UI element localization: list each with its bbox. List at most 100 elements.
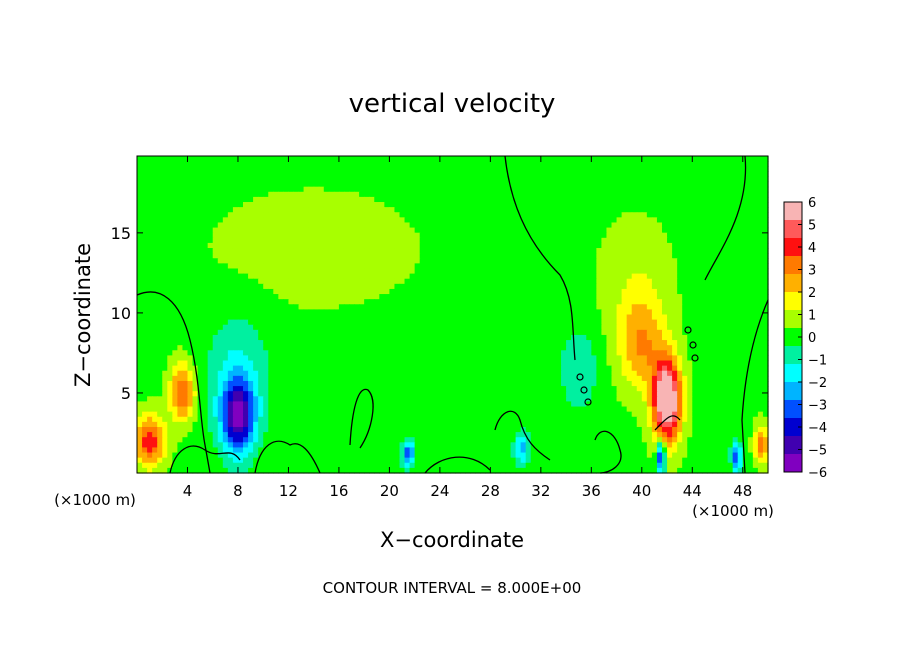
field-cell [535, 217, 542, 224]
field-cell [142, 161, 148, 167]
field-cell [455, 253, 461, 259]
field-cell [500, 334, 507, 341]
field-cell [455, 334, 461, 341]
field-cell [737, 278, 744, 285]
field-cell [732, 324, 739, 331]
field-cell [177, 217, 184, 224]
field-cell [268, 248, 274, 254]
field-cell [419, 176, 426, 183]
field-cell [455, 202, 461, 208]
field-cell [747, 176, 754, 183]
field-cell [672, 202, 678, 208]
field-cell [757, 304, 764, 310]
field-cell [424, 166, 431, 172]
field-cell [692, 161, 698, 167]
field-cell [566, 263, 572, 270]
field-cell [449, 156, 456, 162]
field-cell [732, 191, 739, 198]
field-cell [611, 278, 618, 285]
field-cell [540, 294, 547, 300]
field-cell [520, 263, 527, 270]
field-cell [576, 314, 582, 321]
field-cell [682, 212, 688, 218]
field-cell [288, 212, 295, 218]
field-cell [404, 166, 411, 172]
field-cell [475, 273, 481, 280]
field-cell [697, 324, 703, 331]
field-cell [656, 237, 663, 244]
field-cell [434, 278, 441, 285]
field-cell [470, 345, 476, 351]
field-cell [243, 263, 249, 270]
field-cell [712, 176, 719, 183]
field-cell [661, 334, 668, 341]
field-cell [742, 207, 749, 213]
field-cell [515, 329, 522, 336]
field-cell [616, 263, 623, 270]
field-cell [384, 355, 390, 362]
field-cell [394, 345, 401, 351]
field-cell [419, 278, 426, 285]
field-cell [480, 207, 486, 213]
field-cell [540, 258, 547, 264]
field-cell [586, 319, 592, 326]
field-cell [586, 314, 592, 321]
field-cell [667, 171, 673, 178]
field-cell [682, 355, 688, 362]
field-cell [752, 196, 759, 203]
field-cell [717, 232, 724, 239]
field-cell [152, 299, 158, 305]
field-cell [449, 186, 456, 193]
field-cell [661, 248, 668, 254]
field-cell [177, 202, 184, 208]
field-cell [207, 268, 214, 275]
field-cell [192, 156, 199, 162]
field-cell [192, 345, 199, 351]
field-cell [545, 288, 552, 295]
field-cell [495, 273, 502, 280]
field-cell [328, 278, 335, 285]
field-cell [303, 283, 310, 290]
field-cell [278, 166, 284, 172]
field-cell [248, 329, 254, 336]
field-cell [561, 334, 567, 341]
field-cell [258, 283, 264, 290]
field-cell [641, 166, 648, 172]
field-cell [409, 334, 416, 341]
field-cell [611, 329, 618, 336]
field-cell [495, 253, 502, 259]
field-cell [283, 227, 290, 234]
field-cell [475, 196, 481, 203]
field-cell [742, 186, 749, 193]
field-cell [515, 283, 522, 290]
field-cell [611, 273, 618, 280]
field-cell [677, 304, 683, 310]
field-cell [661, 263, 668, 270]
field-cell [147, 278, 153, 285]
field-cell [722, 268, 729, 275]
field-cell [606, 237, 613, 244]
field-cell [142, 304, 148, 310]
field-cell [515, 242, 522, 249]
field-cell [243, 340, 249, 346]
field-cell [147, 196, 153, 203]
field-cell [702, 319, 709, 326]
field-cell [152, 319, 158, 326]
field-cell [641, 263, 648, 270]
field-cell [359, 268, 365, 275]
field-cell [672, 314, 678, 321]
field-cell [555, 217, 562, 224]
field-cell [424, 273, 431, 280]
field-cell [667, 258, 673, 264]
field-cell [187, 181, 194, 188]
field-cell [500, 288, 507, 295]
field-cell [566, 248, 572, 254]
field-cell [500, 171, 507, 178]
field-cell [530, 181, 537, 188]
field-cell [343, 263, 350, 270]
field-cell [278, 294, 284, 300]
field-cell [434, 186, 441, 193]
field-cell [631, 191, 638, 198]
field-cell [727, 324, 734, 331]
